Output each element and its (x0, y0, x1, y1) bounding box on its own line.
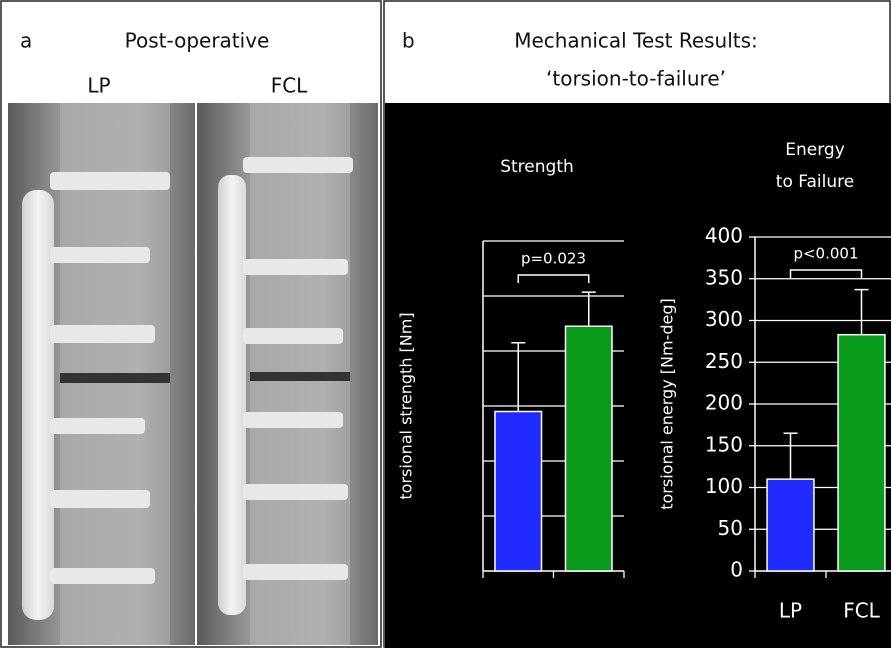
x-tick-label: LP (779, 599, 802, 623)
chart-title: Strength (500, 157, 574, 177)
y-tick-label: 250 (705, 349, 743, 373)
p-value: p<0.001 (793, 245, 858, 263)
x-tick-label: FCL (843, 599, 880, 623)
y-tick-label: 100 (705, 474, 743, 498)
y-tick-label: 150 (705, 432, 743, 456)
bar (837, 333, 886, 572)
significance-bracket (789, 269, 863, 278)
y-tick-label: 350 (705, 265, 743, 289)
y-tick-label: 300 (705, 307, 743, 331)
panel-title: Post-operative (125, 29, 270, 53)
panel-title: Mechanical Test Results: (514, 29, 758, 53)
p-value: p=0.023 (521, 250, 586, 268)
y-axis-label: torsional strength [Nm] (397, 312, 416, 499)
chart-title: to Failure (776, 172, 854, 192)
bar (766, 478, 815, 572)
image-label: LP (87, 74, 110, 98)
y-tick-label: 50 (718, 516, 743, 540)
y-tick-label: 0 (730, 558, 743, 582)
chart-title: Energy (785, 140, 845, 160)
panel-letter: b (402, 29, 415, 53)
y-tick-label: 400 (705, 224, 743, 248)
y-axis-label: torsional energy [Nm-deg] (658, 298, 677, 510)
xray-images (8, 103, 378, 645)
panel-letter: a (20, 29, 32, 53)
panel-title: ‘torsion-to-failure’ (546, 67, 726, 91)
y-tick-label: 200 (705, 391, 743, 415)
bar (494, 410, 543, 572)
significance-bracket (517, 274, 590, 283)
bar (564, 325, 613, 572)
image-label: FCL (271, 74, 308, 98)
